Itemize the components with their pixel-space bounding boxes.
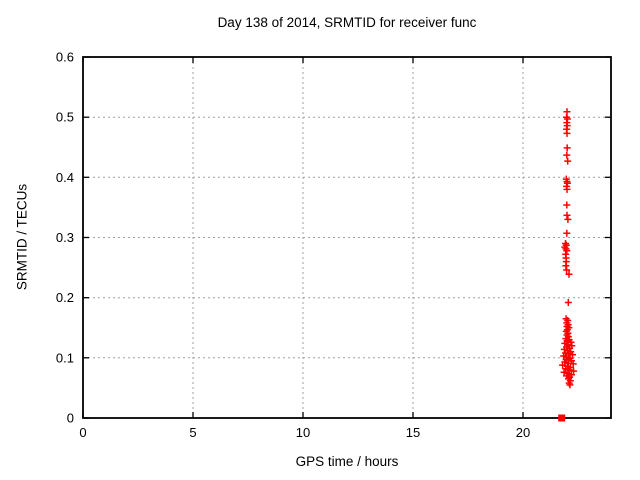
x-tick-label: 15: [406, 425, 420, 440]
chart-title: Day 138 of 2014, SRMTID for receiver fun…: [217, 15, 477, 30]
y-tick-label: 0.2: [56, 290, 74, 305]
x-tick-label: 20: [516, 425, 530, 440]
data-points-plus: [559, 108, 578, 389]
y-tick-label: 0.4: [56, 170, 74, 185]
y-tick-label: 0.1: [56, 350, 74, 365]
y-tick-label: 0: [67, 411, 74, 426]
y-tick-label: 0.3: [56, 230, 74, 245]
data-point-square: [558, 414, 566, 422]
x-axis-label: GPS time / hours: [295, 454, 399, 469]
plot-frame: [82, 56, 612, 419]
x-tick-label: 0: [79, 425, 86, 440]
y-tick-label: 0.5: [56, 110, 74, 125]
y-tick-label: 0.6: [56, 50, 74, 65]
x-tick-label: 5: [189, 425, 196, 440]
x-tick-label: 10: [296, 425, 310, 440]
